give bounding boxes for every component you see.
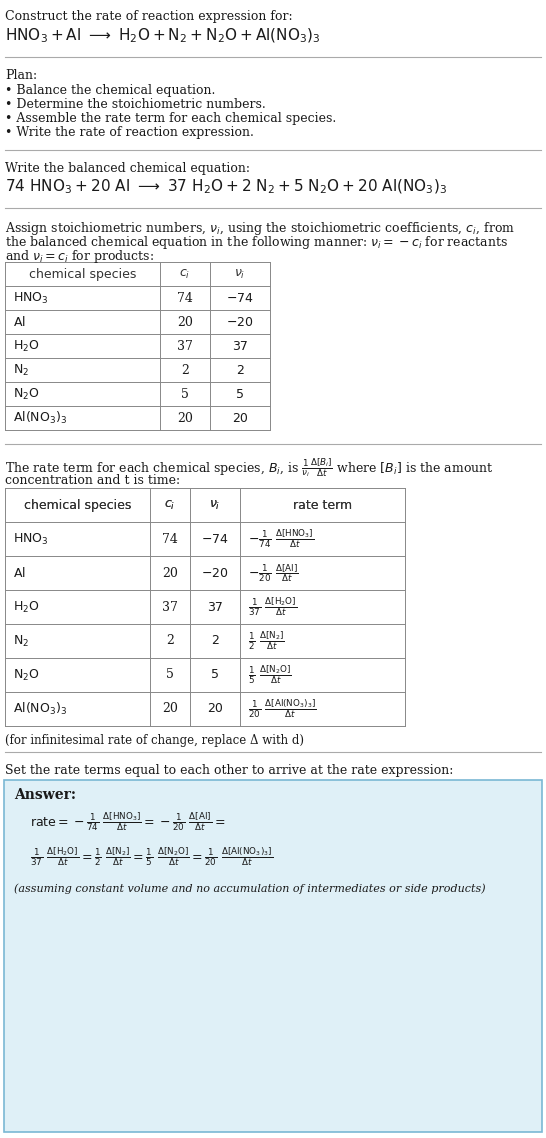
- Text: • Balance the chemical equation.: • Balance the chemical equation.: [5, 84, 215, 97]
- Text: 74: 74: [162, 533, 178, 545]
- Text: $\mathregular{HNO_3 + Al\ \longrightarrow\ H_2O + N_2 + N_2O + Al(NO_3)_3}$: $\mathregular{HNO_3 + Al\ \longrightarro…: [5, 27, 321, 46]
- Text: $\mathrm{N_2O}$: $\mathrm{N_2O}$: [13, 387, 39, 402]
- Text: chemical species: chemical species: [24, 498, 131, 511]
- Text: $\mathrm{H_2O}$: $\mathrm{H_2O}$: [13, 338, 39, 354]
- Text: and $\nu_i = c_i$ for products:: and $\nu_i = c_i$ for products:: [5, 248, 154, 265]
- Text: $\mathrm{HNO_3}$: $\mathrm{HNO_3}$: [13, 290, 49, 305]
- Text: $c_i$: $c_i$: [180, 267, 191, 281]
- Text: 37: 37: [207, 601, 223, 613]
- Text: $\frac{1}{2}\ \frac{\Delta[\mathrm{N_2}]}{\Delta t}$: $\frac{1}{2}\ \frac{\Delta[\mathrm{N_2}]…: [248, 629, 285, 652]
- Text: $-74$: $-74$: [201, 533, 229, 545]
- Text: 20: 20: [162, 567, 178, 579]
- Text: 5: 5: [181, 388, 189, 401]
- Text: $-\frac{1}{20}\ \frac{\Delta[\mathrm{Al}]}{\Delta t}$: $-\frac{1}{20}\ \frac{\Delta[\mathrm{Al}…: [248, 562, 299, 584]
- Text: 37: 37: [162, 601, 178, 613]
- Text: $\frac{1}{20}\ \frac{\Delta[\mathrm{Al(NO_3)_3}]}{\Delta t}$: $\frac{1}{20}\ \frac{\Delta[\mathrm{Al(N…: [248, 698, 317, 720]
- Text: (for infinitesimal rate of change, replace Δ with d): (for infinitesimal rate of change, repla…: [5, 734, 304, 747]
- Text: $-74$: $-74$: [226, 291, 254, 305]
- Text: 20: 20: [232, 412, 248, 424]
- Text: $\nu_i$: $\nu_i$: [234, 267, 246, 281]
- Text: 37: 37: [232, 339, 248, 353]
- Text: 74: 74: [177, 291, 193, 305]
- Text: $\mathregular{74\ HNO_3 + 20\ Al\ \longrightarrow\ 37\ H_2O + 2\ N_2 + 5\ N_2O +: $\mathregular{74\ HNO_3 + 20\ Al\ \longr…: [5, 178, 447, 197]
- Text: Answer:: Answer:: [14, 787, 76, 802]
- Text: 5: 5: [236, 388, 244, 401]
- Text: rate term: rate term: [293, 498, 352, 511]
- Text: chemical species: chemical species: [29, 267, 136, 280]
- Text: $\mathrm{H_2O}$: $\mathrm{H_2O}$: [13, 600, 39, 615]
- Text: 20: 20: [162, 702, 178, 716]
- Text: $c_i$: $c_i$: [164, 498, 176, 512]
- Text: chemical species: chemical species: [24, 498, 131, 511]
- Text: 2: 2: [166, 635, 174, 648]
- Text: • Determine the stoichiometric numbers.: • Determine the stoichiometric numbers.: [5, 98, 266, 112]
- Text: the balanced chemical equation in the following manner: $\nu_i = -c_i$ for react: the balanced chemical equation in the fo…: [5, 234, 508, 251]
- Text: • Assemble the rate term for each chemical species.: • Assemble the rate term for each chemic…: [5, 112, 336, 125]
- Text: $c_i$: $c_i$: [164, 498, 176, 512]
- Text: 37: 37: [177, 339, 193, 353]
- Text: $\mathrm{HNO_3}$: $\mathrm{HNO_3}$: [13, 531, 49, 546]
- Text: Write the balanced chemical equation:: Write the balanced chemical equation:: [5, 162, 250, 175]
- Text: $\mathrm{Al}$: $\mathrm{Al}$: [13, 566, 26, 580]
- Text: 2: 2: [181, 363, 189, 377]
- Text: $\frac{1}{37}\ \frac{\Delta[\mathrm{H_2O}]}{\Delta t} = \frac{1}{2}\ \frac{\Delt: $\frac{1}{37}\ \frac{\Delta[\mathrm{H_2O…: [30, 846, 273, 867]
- Text: 20: 20: [207, 702, 223, 716]
- Text: concentration and t is time:: concentration and t is time:: [5, 475, 180, 487]
- Text: $\mathrm{N_2}$: $\mathrm{N_2}$: [13, 634, 29, 649]
- Text: (assuming constant volume and no accumulation of intermediates or side products): (assuming constant volume and no accumul…: [14, 883, 485, 893]
- Text: Assign stoichiometric numbers, $\nu_i$, using the stoichiometric coefficients, $: Assign stoichiometric numbers, $\nu_i$, …: [5, 220, 515, 237]
- Text: 2: 2: [211, 635, 219, 648]
- Text: $-20$: $-20$: [226, 315, 254, 329]
- Text: Construct the rate of reaction expression for:: Construct the rate of reaction expressio…: [5, 10, 293, 23]
- Text: 2: 2: [236, 363, 244, 377]
- Text: $\mathrm{rate} = -\frac{1}{74}\ \frac{\Delta[\mathrm{HNO_3}]}{\Delta t} = -\frac: $\mathrm{rate} = -\frac{1}{74}\ \frac{\D…: [30, 810, 225, 833]
- Text: The rate term for each chemical species, $B_i$, is $\frac{1}{\nu_i}\frac{\Delta[: The rate term for each chemical species,…: [5, 456, 494, 479]
- FancyBboxPatch shape: [4, 780, 542, 1132]
- Text: $\mathrm{Al(NO_3)_3}$: $\mathrm{Al(NO_3)_3}$: [13, 701, 67, 717]
- Text: $\mathrm{Al(NO_3)_3}$: $\mathrm{Al(NO_3)_3}$: [13, 410, 67, 426]
- Text: $\mathrm{Al}$: $\mathrm{Al}$: [13, 315, 26, 329]
- Text: Plan:: Plan:: [5, 69, 37, 82]
- Text: $\mathrm{N_2}$: $\mathrm{N_2}$: [13, 362, 29, 378]
- Text: 20: 20: [177, 315, 193, 329]
- Text: rate term: rate term: [293, 498, 352, 511]
- Text: Set the rate terms equal to each other to arrive at the rate expression:: Set the rate terms equal to each other t…: [5, 764, 453, 777]
- Text: 5: 5: [211, 668, 219, 682]
- Text: $-20$: $-20$: [201, 567, 229, 579]
- Text: $\frac{1}{37}\ \frac{\Delta[\mathrm{H_2O}]}{\Delta t}$: $\frac{1}{37}\ \frac{\Delta[\mathrm{H_2O…: [248, 595, 297, 618]
- Text: $\nu_i$: $\nu_i$: [209, 498, 221, 512]
- Text: $\mathrm{N_2O}$: $\mathrm{N_2O}$: [13, 668, 39, 683]
- Text: $-\frac{1}{74}\ \frac{\Delta[\mathrm{HNO_3}]}{\Delta t}$: $-\frac{1}{74}\ \frac{\Delta[\mathrm{HNO…: [248, 528, 314, 551]
- Text: 5: 5: [166, 668, 174, 682]
- Text: $\frac{1}{5}\ \frac{\Delta[\mathrm{N_2O}]}{\Delta t}$: $\frac{1}{5}\ \frac{\Delta[\mathrm{N_2O}…: [248, 663, 292, 686]
- Text: $\nu_i$: $\nu_i$: [209, 498, 221, 512]
- Text: 20: 20: [177, 412, 193, 424]
- Text: • Write the rate of reaction expression.: • Write the rate of reaction expression.: [5, 126, 254, 139]
